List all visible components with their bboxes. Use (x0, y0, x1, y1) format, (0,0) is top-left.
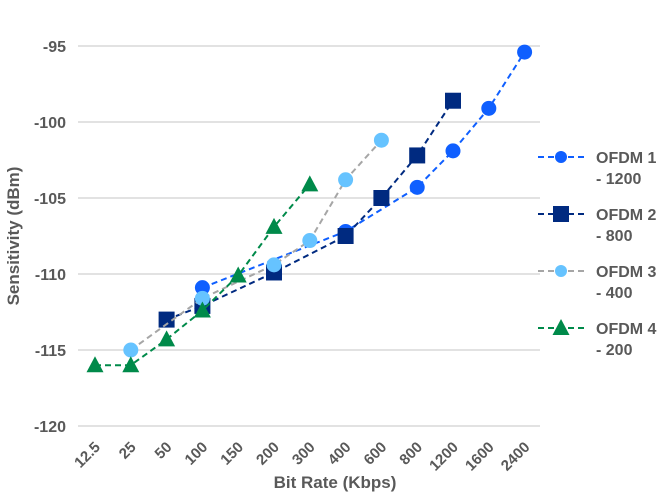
series-ofdm-3 (123, 132, 389, 358)
marker-circle (373, 132, 389, 148)
x-tick-label: 50 (152, 439, 176, 463)
marker-triangle (122, 356, 140, 373)
legend-label-line2: - 1200 (596, 171, 641, 188)
y-tick-label: -115 (35, 343, 66, 360)
x-tick-label: 12.5 (71, 439, 104, 472)
x-tick-label: 200 (253, 439, 283, 469)
marker-square (409, 147, 426, 164)
series-line (202, 51, 526, 289)
marker-circle (409, 179, 425, 195)
legend-label: OFDM 1 (596, 150, 657, 167)
x-tick-label: 25 (116, 439, 140, 463)
marker-triangle (229, 266, 247, 283)
x-tick-label: 150 (217, 439, 247, 469)
marker-circle (481, 100, 497, 116)
marker-square (337, 228, 354, 244)
legend-item: OFDM 4 - 200 (538, 319, 657, 359)
legend-label-line2: - 800 (596, 228, 633, 245)
x-tick-label: 2400 (498, 439, 534, 475)
x-tick-label: 1200 (426, 439, 462, 475)
marker-square (158, 311, 175, 328)
marker-circle (302, 233, 318, 249)
legend-item: OFDM 3 - 400 (538, 264, 657, 302)
marker-triangle (265, 217, 283, 234)
marker-circle (555, 151, 567, 163)
x-tick-label: 400 (325, 439, 355, 469)
marker-square (553, 206, 569, 222)
marker-triangle (158, 330, 176, 347)
marker-triangle (193, 301, 211, 318)
x-tick-label: 1600 (462, 439, 498, 475)
marker-triangle (86, 356, 104, 373)
marker-circle (123, 342, 139, 358)
y-tick-label: -110 (35, 267, 66, 284)
marker-circle (517, 44, 533, 60)
marker-circle (445, 143, 461, 159)
series-ofdm-4 (86, 175, 319, 373)
marker-circle (266, 257, 282, 273)
legend-label: OFDM 4 (596, 321, 657, 338)
legend-item: OFDM 2 - 800 (538, 206, 657, 245)
marker-circle (194, 290, 210, 306)
marker-circle (555, 265, 567, 277)
legend-label: OFDM 2 (596, 207, 657, 224)
marker-triangle (301, 175, 319, 192)
legend-label-line2: - 200 (596, 342, 633, 359)
x-tick-label: 300 (289, 439, 319, 469)
y-axis-title: Sensitivity (dBm) (4, 167, 23, 306)
legend-label-line2: - 400 (596, 285, 633, 302)
x-tick-label: 800 (396, 439, 426, 469)
marker-square (373, 190, 390, 206)
x-tick-label: 600 (361, 439, 391, 469)
x-tick-label: 100 (182, 439, 212, 469)
marker-triangle (552, 319, 570, 335)
marker-circle (338, 172, 354, 188)
series-line (130, 139, 383, 351)
y-tick-label: -100 (34, 115, 66, 132)
y-tick-label: -105 (34, 191, 66, 208)
marker-square (445, 92, 461, 109)
marker-circle (194, 280, 210, 296)
legend-label: OFDM 3 (596, 264, 657, 281)
x-axis-title: Bit Rate (Kbps) (274, 473, 397, 492)
y-tick-label: -120 (34, 419, 66, 436)
legend-item: OFDM 1 - 1200 (538, 150, 657, 188)
y-tick-label: -95 (43, 39, 66, 56)
series-ofdm-1 (194, 44, 533, 296)
